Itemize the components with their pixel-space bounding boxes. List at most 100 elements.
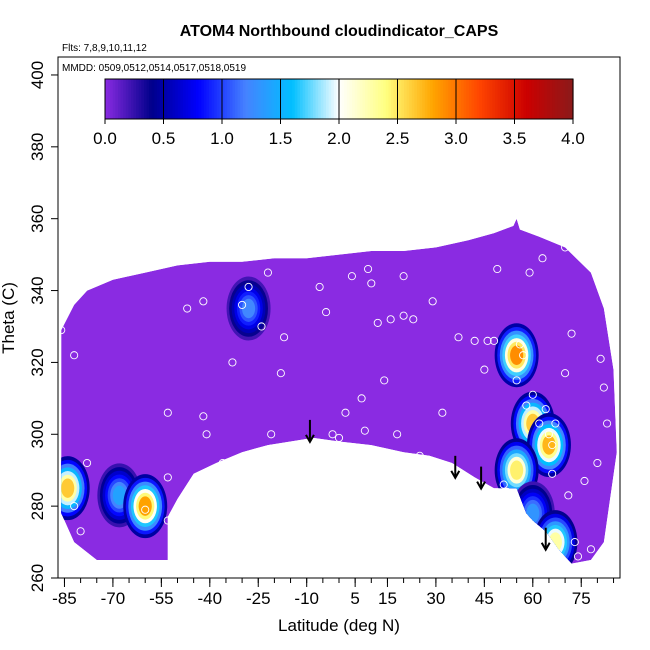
observation-point — [341, 408, 350, 417]
colorbar-band — [489, 79, 493, 119]
observation-point — [573, 552, 583, 561]
colorbar-band — [344, 79, 348, 119]
colorbar-band — [471, 79, 475, 119]
observation-point — [267, 444, 276, 453]
colorbar-band — [427, 79, 431, 119]
cloud-feature-ring — [61, 478, 75, 498]
y-tick-label: 320 — [28, 348, 47, 376]
colorbar-band — [250, 79, 254, 119]
colorbar-band — [133, 79, 137, 119]
observation-point — [593, 458, 602, 468]
colorbar-band — [497, 79, 501, 119]
colorbar-band — [487, 79, 491, 119]
observation-point — [409, 315, 418, 324]
observation-point — [538, 254, 547, 263]
observation-point — [328, 430, 337, 439]
colorbar-band — [263, 79, 267, 119]
colorbar-band — [541, 79, 545, 119]
cloud-feature-ring — [510, 460, 524, 480]
colorbar-band — [266, 79, 270, 119]
colorbar-band — [209, 79, 213, 119]
cloud-feature-ring — [548, 532, 562, 552]
plot-area — [57, 56, 621, 579]
colorbar-band — [383, 79, 387, 119]
x-tick-label: 45 — [475, 589, 494, 608]
colorbar-band — [424, 79, 428, 119]
colorbar-band — [552, 79, 556, 119]
colorbar-band — [157, 79, 161, 119]
colorbar-band — [107, 79, 111, 119]
observation-point — [480, 365, 489, 374]
observation-point — [322, 308, 331, 317]
colorbar-band — [536, 79, 540, 119]
colorbar-band — [437, 79, 441, 119]
colorbar-band — [554, 79, 558, 119]
colorbar-tick-label: 3.0 — [444, 129, 468, 148]
colorbar-band — [144, 79, 148, 119]
observation-point — [599, 383, 608, 392]
colorbar-band — [211, 79, 215, 119]
colorbar-band — [261, 79, 265, 119]
observation-point — [360, 426, 369, 435]
colorbar-band — [105, 79, 109, 119]
arrows — [305, 419, 551, 552]
observation-point — [567, 329, 576, 338]
colorbar-band — [193, 79, 197, 119]
colorbar-band — [354, 79, 358, 119]
observation-point — [367, 279, 376, 288]
colorbar-band — [411, 79, 415, 119]
colorbar-band — [170, 79, 174, 119]
observation-point — [163, 473, 172, 482]
colorbar-band — [495, 79, 499, 119]
colorbar-band — [409, 79, 413, 119]
observation-point — [380, 376, 389, 385]
colorbar-band — [224, 79, 228, 119]
colorbar-band — [216, 79, 220, 119]
colorbar-tick-label: 1.0 — [210, 129, 234, 148]
colorbar-band — [484, 79, 488, 119]
observation-point — [525, 268, 534, 277]
observation-point — [267, 430, 276, 439]
colorbar-band — [248, 79, 252, 119]
observation-point — [357, 394, 366, 403]
date-annotation: MMDD: 0509,0512,0514,0517,0518,0519 — [62, 63, 246, 74]
colorbar-band — [297, 79, 301, 119]
colorbar-band — [518, 79, 522, 119]
colorbar-band — [328, 79, 332, 119]
colorbar-band — [172, 79, 176, 119]
colorbar-band — [125, 79, 129, 119]
colorbar-band — [565, 79, 569, 119]
colorbar-band — [440, 79, 444, 119]
colorbar-band — [417, 79, 421, 119]
colorbar-band — [482, 79, 486, 119]
observation-point — [218, 458, 227, 468]
colorbar-band — [188, 79, 192, 119]
colorbar-band — [198, 79, 202, 119]
y-tick-label: 400 — [28, 61, 47, 89]
colorbar-band — [318, 79, 322, 119]
observation-point — [244, 282, 253, 292]
colorbar-band — [123, 79, 127, 119]
y-tick-label: 380 — [28, 133, 47, 161]
colorbar-band — [367, 79, 371, 119]
colorbar-band — [534, 79, 538, 119]
colorbar-band — [227, 79, 231, 119]
colorbar-band — [450, 79, 454, 119]
observation-point — [305, 444, 314, 453]
colorbar-tick-label: 0.0 — [93, 129, 117, 148]
colorbar-band — [253, 79, 257, 119]
observation-point — [163, 516, 172, 525]
observation-point — [276, 369, 285, 378]
colorbar-band — [435, 79, 439, 119]
colorbar-band — [274, 79, 278, 119]
colorbar-band — [521, 79, 525, 119]
colorbar-band — [281, 79, 285, 119]
colorbar-band — [443, 79, 447, 119]
colorbar-band — [476, 79, 480, 119]
colorbar-band — [326, 79, 330, 119]
chart-title: ATOM4 Northbound cloudindicator_CAPS — [180, 23, 499, 40]
colorbar-band — [237, 79, 241, 119]
x-tick-label: -70 — [101, 589, 126, 608]
observation-point — [399, 272, 408, 281]
